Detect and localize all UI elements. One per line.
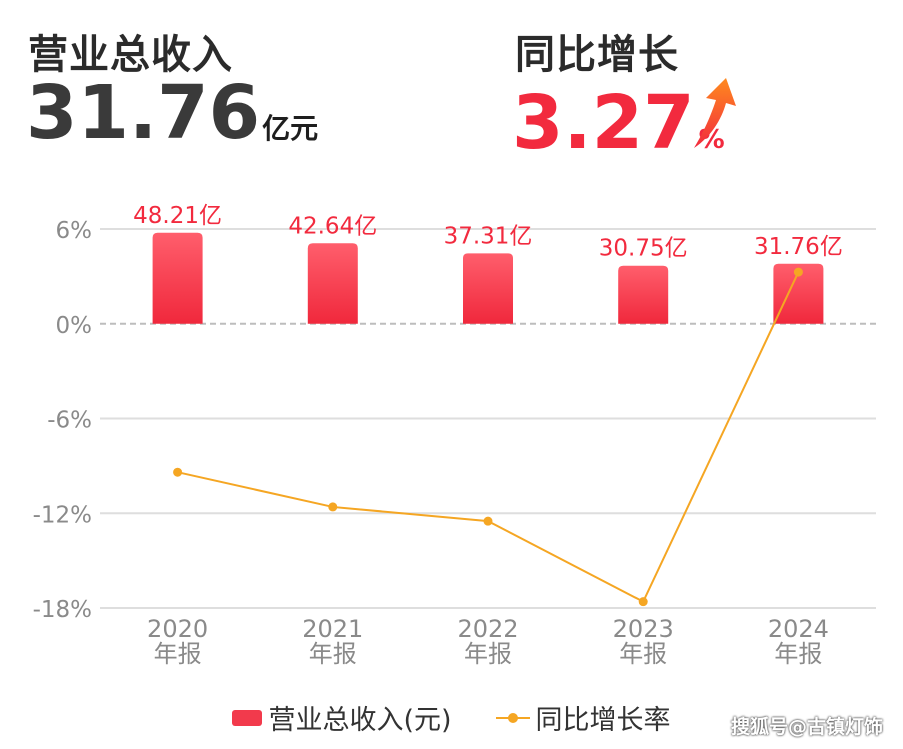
bar-value-label-2024: 31.76亿 [754,234,843,260]
x-tick-year-2024: 2024 [768,615,829,643]
legend-item-revenue[interactable]: 营业总收入(元) [232,698,452,737]
x-tick-sublabel-2022: 年报 [464,640,512,668]
growth-point-2020 [173,467,183,477]
x-tick-year-2020: 2020 [147,615,208,643]
watermark: 搜狐号@古镇灯饰 [730,716,883,738]
legend-growth-label: 同比增长率 [535,705,671,736]
growth-label: 同比增长 [515,32,679,78]
growth-line [173,267,803,607]
growth-point-2023 [638,597,648,607]
x-tick-sublabel-2023: 年报 [619,640,667,668]
legend-bar-swatch [232,709,263,726]
growth-point-2022 [483,516,493,526]
y-tick-label-3: -12% [33,502,92,528]
revenue-bar-2021 [307,243,358,324]
bar-value-label-2022: 37.31亿 [444,223,533,249]
bar-value-label-2020: 48.21亿 [133,203,222,229]
growth-point-2024 [793,267,803,277]
x-tick-sublabel-2024: 年报 [774,640,822,668]
revenue-unit: 亿元 [262,112,319,145]
bar-value-label-2023: 30.75亿 [599,236,688,262]
y-tick-label-2: -6% [47,408,92,434]
revenue-bar-2022 [463,253,513,324]
bar-value-label-2021: 42.64亿 [288,213,377,239]
x-tick-year-2021: 2021 [302,615,363,643]
y-tick-label-0: 6% [56,218,93,244]
growth-value: 3.27 [512,80,695,166]
x-tick-sublabel-2020: 年报 [154,640,202,668]
growth-point-2021 [328,502,338,512]
chart-labels: 6% 0% -6% -12% -18% 48.21亿 42.64亿 37.31亿 30.75亿 3… [33,203,843,668]
legend-revenue-label: 营业总收入(元) [268,705,452,736]
legend-item-growth[interactable]: 同比增长率 [495,698,671,737]
y-tick-label-1: 0% [56,313,93,339]
x-tick-sublabel-2021: 年报 [309,640,357,668]
legend-line-swatch [495,710,530,726]
y-tick-label-4: -18% [33,597,92,623]
revenue-value-row: 31.76亿元 [26,70,318,156]
x-tick-year-2022: 2022 [457,615,518,643]
growth-value-row: 3.27% [512,80,725,166]
revenue-bars [152,232,824,324]
revenue-bar-2020 [152,232,203,324]
revenue-value: 31.76 [26,70,261,156]
legend: 营业总收入(元) 同比增长率 [0,698,903,737]
revenue-label: 营业总收入 [28,32,233,78]
revenue-bar-2024 [773,263,824,324]
x-tick-year-2023: 2023 [613,615,674,643]
up-arrow-icon [694,78,736,148]
grid-lines [100,228,876,609]
revenue-bar-2023 [618,265,669,324]
